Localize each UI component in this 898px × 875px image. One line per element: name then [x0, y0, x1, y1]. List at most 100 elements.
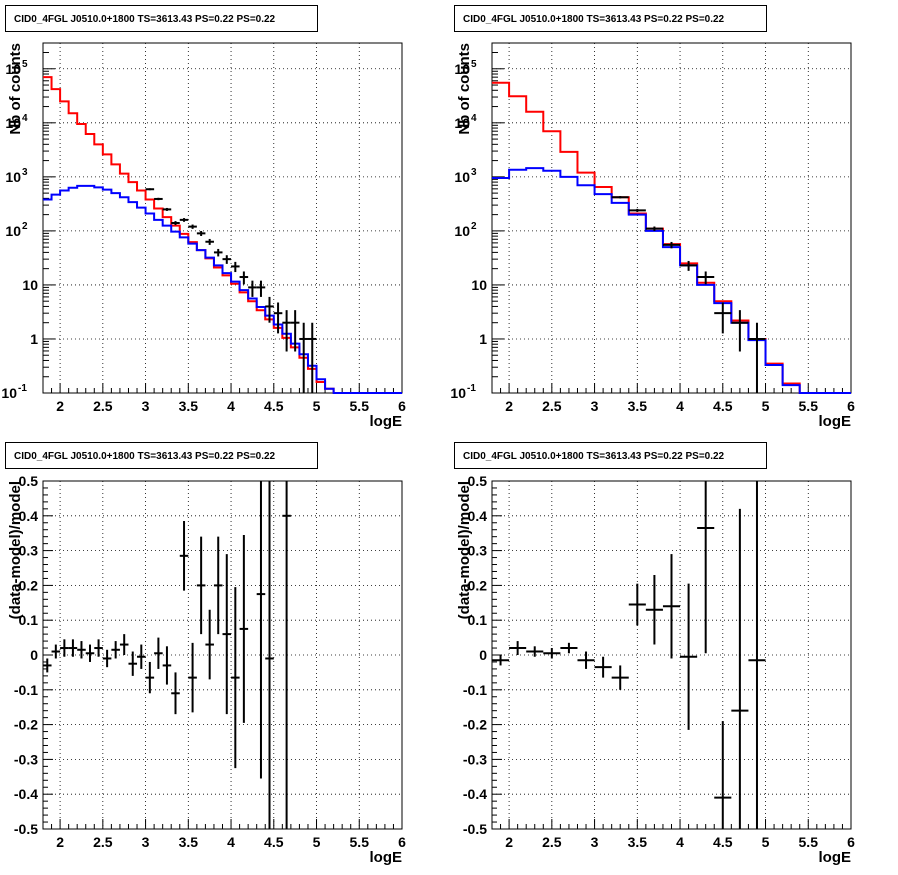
x-tick-label: 3.5 — [628, 834, 648, 850]
chart-title: CID0_4FGL J0510.0+1800 TS=3613.43 PS=0.2… — [454, 5, 767, 32]
x-tick-label: 6 — [398, 398, 406, 414]
x-tick-label: 4 — [676, 834, 684, 850]
x-axis-label: logE — [370, 849, 403, 866]
y-tick-label: 10 — [454, 61, 470, 77]
y-tick-label: 0.1 — [19, 612, 39, 628]
y-tick-label: 10 — [5, 115, 21, 131]
y-tick-label: -0.3 — [463, 751, 487, 767]
x-tick-label: 4 — [227, 834, 235, 850]
y-tick-label: 0.3 — [19, 543, 39, 559]
y-tick-label: 10 — [5, 169, 21, 185]
y-axis-label: (data-model)/model — [456, 481, 473, 619]
y-tick-label: -0.1 — [463, 682, 487, 698]
y-tick-label-exponent: 4 — [471, 113, 477, 124]
x-axis-label: logE — [819, 413, 852, 430]
x-tick-label: 6 — [398, 834, 406, 850]
x-tick-label: 3 — [591, 834, 599, 850]
y-tick-label: -0.2 — [14, 717, 38, 733]
plot-frame — [42, 42, 403, 394]
y-tick-label-exponent: -1 — [18, 383, 27, 394]
y-tick-label: 0.3 — [468, 543, 488, 559]
x-tick-label: 4.5 — [713, 398, 733, 414]
x-tick-label: 4.5 — [713, 834, 733, 850]
y-tick-label: -0.4 — [463, 786, 487, 802]
y-tick-label-exponent: 5 — [471, 59, 477, 70]
histogram-series-line — [43, 184, 402, 394]
x-tick-label: 5.5 — [350, 398, 370, 414]
x-tick-label: 3.5 — [628, 398, 648, 414]
x-tick-label: 2 — [56, 834, 64, 850]
x-tick-label: 2.5 — [93, 398, 113, 414]
x-axis-label: logE — [819, 849, 852, 866]
plot-frame — [42, 480, 403, 830]
histogram-series-line — [492, 81, 851, 394]
y-tick-label: -0.5 — [463, 821, 487, 837]
x-tick-label: 3 — [591, 398, 599, 414]
y-tick-label: 1 — [479, 331, 487, 347]
y-tick-label-exponent: 3 — [22, 167, 28, 178]
x-tick-label: 6 — [847, 398, 855, 414]
x-tick-label: 6 — [847, 834, 855, 850]
y-tick-label: 10 — [454, 169, 470, 185]
y-tick-label: 0.4 — [468, 508, 488, 524]
x-tick-label: 3.5 — [179, 834, 199, 850]
x-tick-label: 3 — [142, 398, 150, 414]
y-tick-label: 0.5 — [468, 473, 488, 489]
chart-title: CID0_4FGL J0510.0+1800 TS=3613.43 PS=0.2… — [5, 5, 318, 32]
y-tick-label: 0.1 — [468, 612, 488, 628]
plot-frame — [491, 42, 852, 394]
y-tick-label: 10 — [1, 385, 17, 401]
y-tick-label-exponent: 2 — [22, 221, 28, 232]
y-tick-label: -0.1 — [14, 682, 38, 698]
x-tick-label: 5.5 — [350, 834, 370, 850]
x-tick-label: 3 — [142, 834, 150, 850]
y-tick-label: -0.3 — [14, 751, 38, 767]
y-tick-label: 10 — [454, 223, 470, 239]
y-axis-label: Nb of counts — [456, 43, 473, 135]
y-tick-label: 0.4 — [19, 508, 39, 524]
y-tick-label-exponent: 2 — [471, 221, 477, 232]
x-tick-label: 5 — [313, 834, 321, 850]
y-tick-label: 0.2 — [19, 577, 39, 593]
x-tick-label: 2.5 — [93, 834, 113, 850]
y-tick-label: -0.5 — [14, 821, 38, 837]
y-axis-label: Nb of counts — [7, 43, 24, 135]
y-tick-label: 10 — [5, 61, 21, 77]
x-tick-label: 4 — [676, 398, 684, 414]
y-axis-label: (data-model)/model — [7, 481, 24, 619]
x-tick-label: 5.5 — [799, 834, 819, 850]
x-tick-label: 3.5 — [179, 398, 199, 414]
x-tick-label: 2 — [505, 398, 513, 414]
y-tick-label: 10 — [454, 115, 470, 131]
y-tick-label: -0.2 — [463, 717, 487, 733]
histogram-series-line — [43, 76, 402, 394]
y-tick-label: 10 — [471, 277, 487, 293]
y-tick-label-exponent: -1 — [467, 383, 476, 394]
y-tick-label: 0.5 — [19, 473, 39, 489]
y-tick-label-exponent: 3 — [471, 167, 477, 178]
y-tick-label: 1 — [30, 331, 38, 347]
y-tick-label-exponent: 5 — [22, 59, 28, 70]
x-tick-label: 2.5 — [542, 398, 562, 414]
x-tick-label: 5 — [313, 398, 321, 414]
x-tick-label: 4 — [227, 398, 235, 414]
y-tick-label: 0 — [30, 647, 38, 663]
x-tick-label: 4.5 — [264, 834, 284, 850]
y-tick-label: -0.4 — [14, 786, 38, 802]
chart-title: CID0_4FGL J0510.0+1800 TS=3613.43 PS=0.2… — [454, 442, 767, 469]
x-tick-label: 5 — [762, 834, 770, 850]
x-tick-label: 2 — [56, 398, 64, 414]
y-tick-label-exponent: 4 — [22, 113, 28, 124]
x-tick-label: 2.5 — [542, 834, 562, 850]
chart-title: CID0_4FGL J0510.0+1800 TS=3613.43 PS=0.2… — [5, 442, 318, 469]
histogram-series-line — [492, 167, 851, 394]
x-tick-label: 5 — [762, 398, 770, 414]
x-tick-label: 4.5 — [264, 398, 284, 414]
y-tick-label: 10 — [22, 277, 38, 293]
x-tick-label: 2 — [505, 834, 513, 850]
y-tick-label: 10 — [5, 223, 21, 239]
y-tick-label: 0 — [479, 647, 487, 663]
x-tick-label: 5.5 — [799, 398, 819, 414]
x-axis-label: logE — [370, 413, 403, 430]
